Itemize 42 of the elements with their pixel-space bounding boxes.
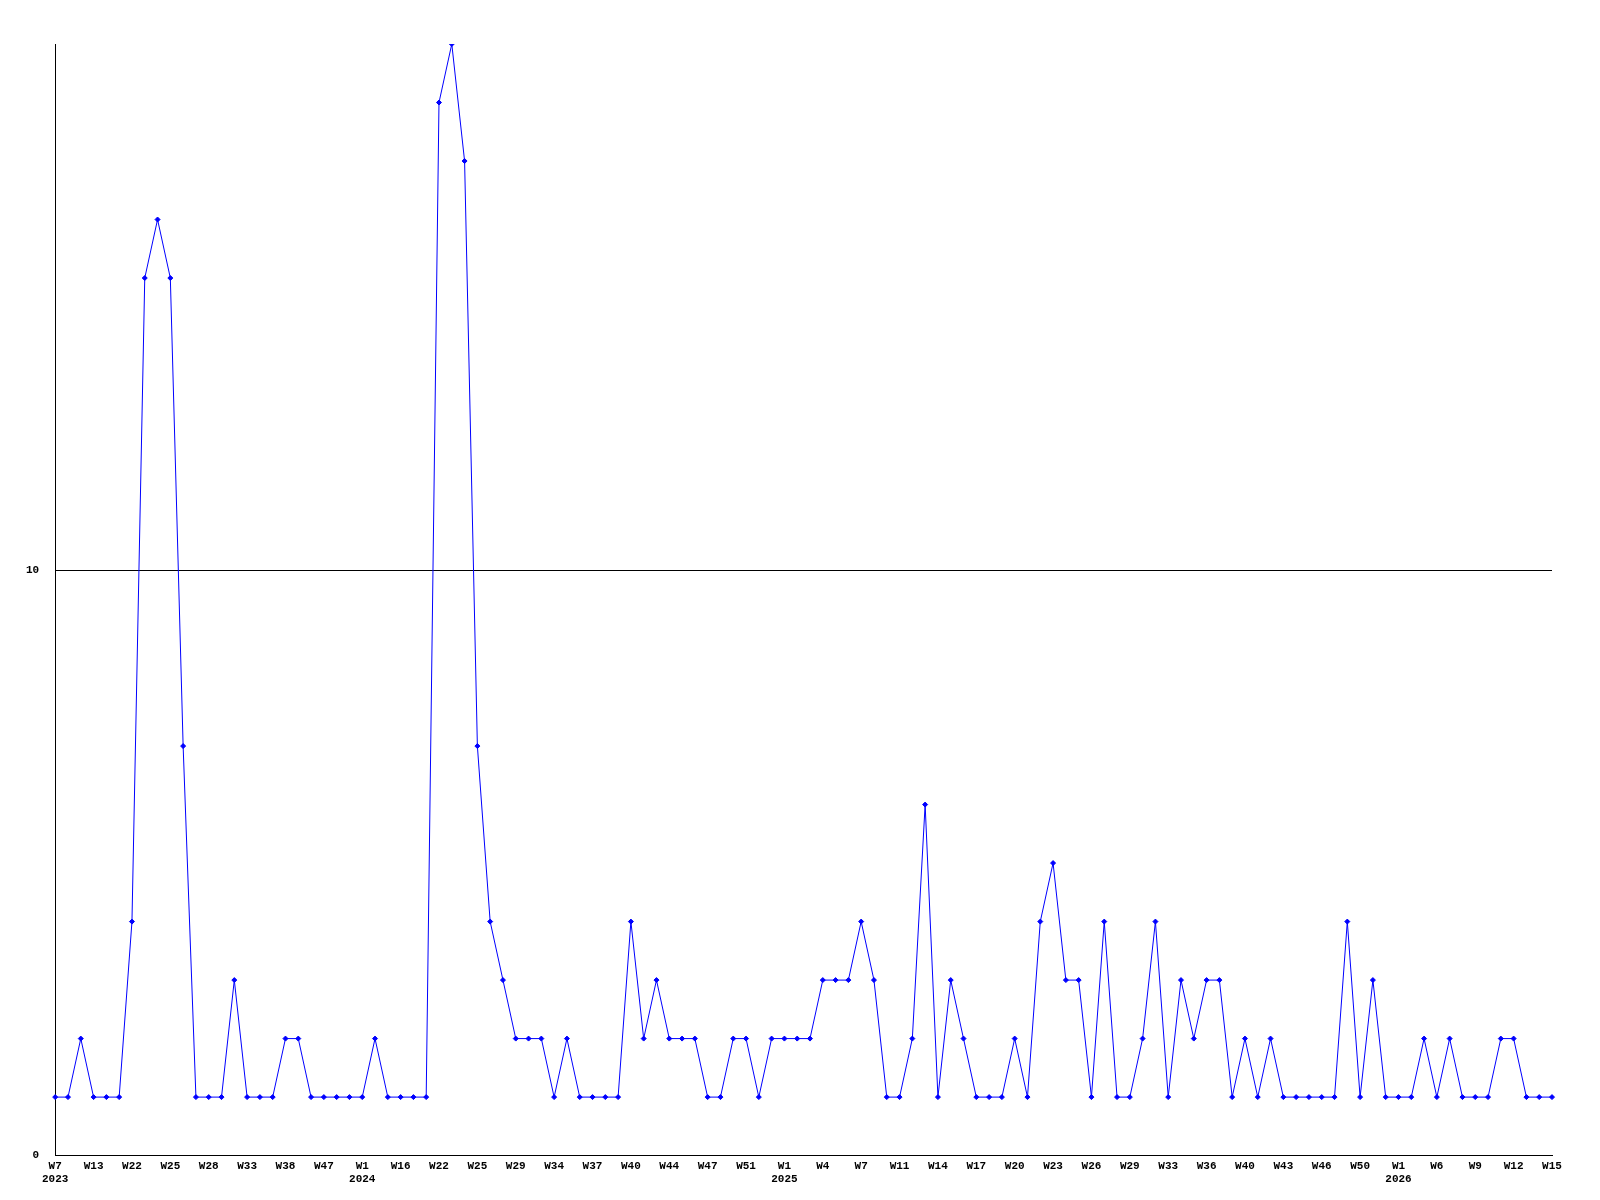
x-tick-label: W17 bbox=[966, 1159, 987, 1172]
x-tick-label: W40 bbox=[1235, 1159, 1255, 1172]
x-tick-label: W44 bbox=[659, 1159, 680, 1172]
x-tick-label: W28 bbox=[198, 1159, 220, 1172]
x-tick-label: W33 bbox=[237, 1159, 258, 1172]
x-tick-label: W51 bbox=[736, 1159, 757, 1172]
x-tick-label: W1 2026 bbox=[1385, 1159, 1412, 1186]
x-tick-label: W13 bbox=[83, 1159, 104, 1172]
x-tick-label: W50 bbox=[1350, 1159, 1371, 1172]
x-tick-label: W22 bbox=[429, 1159, 449, 1172]
x-tick-label: W43 bbox=[1273, 1159, 1294, 1172]
x-tick-label: W37 bbox=[582, 1159, 603, 1172]
x-tick-label: W15 bbox=[1542, 1159, 1563, 1172]
x-tick-label: W16 bbox=[390, 1159, 411, 1172]
x-tick-label: W47 bbox=[697, 1159, 718, 1172]
x-tick-label: W23 bbox=[1043, 1159, 1064, 1172]
x-tick-label: W1 2025 bbox=[771, 1159, 799, 1186]
x-tick-label: W46 bbox=[1311, 1159, 1332, 1172]
x-tick-label: W1 2024 bbox=[349, 1159, 376, 1186]
x-tick-label: W7 bbox=[854, 1159, 868, 1172]
x-tick-label: W7 2023 bbox=[42, 1159, 69, 1186]
x-tick-label: W11 bbox=[889, 1159, 910, 1172]
x-tick-label: W36 bbox=[1196, 1159, 1217, 1172]
x-tick-label: W29 bbox=[505, 1159, 526, 1172]
x-tick-label: W9 bbox=[1468, 1159, 1482, 1172]
x-tick-label: W34 bbox=[544, 1159, 565, 1172]
x-tick-label: W40 bbox=[620, 1159, 641, 1172]
x-tick-label: W29 bbox=[1119, 1159, 1140, 1172]
y-tick-label: 10 bbox=[26, 564, 40, 577]
x-tick-label: W6 bbox=[1430, 1159, 1444, 1172]
x-tick-label: W20 bbox=[1004, 1159, 1025, 1172]
x-tick-label: W22 bbox=[122, 1159, 142, 1172]
x-tick-label: W26 bbox=[1081, 1159, 1102, 1172]
x-tick-label: W38 bbox=[275, 1159, 296, 1172]
x-tick-label: W47 bbox=[313, 1159, 334, 1172]
x-tick-label: W4 bbox=[816, 1159, 830, 1172]
x-tick-label: W33 bbox=[1158, 1159, 1179, 1172]
x-tick-label: W14 bbox=[928, 1159, 949, 1172]
y-tick-label: 0 bbox=[32, 1149, 40, 1162]
x-tick-label: W12 bbox=[1503, 1159, 1524, 1172]
x-tick-label: W25 bbox=[160, 1159, 181, 1172]
x-tick-label: W25 bbox=[467, 1159, 488, 1172]
